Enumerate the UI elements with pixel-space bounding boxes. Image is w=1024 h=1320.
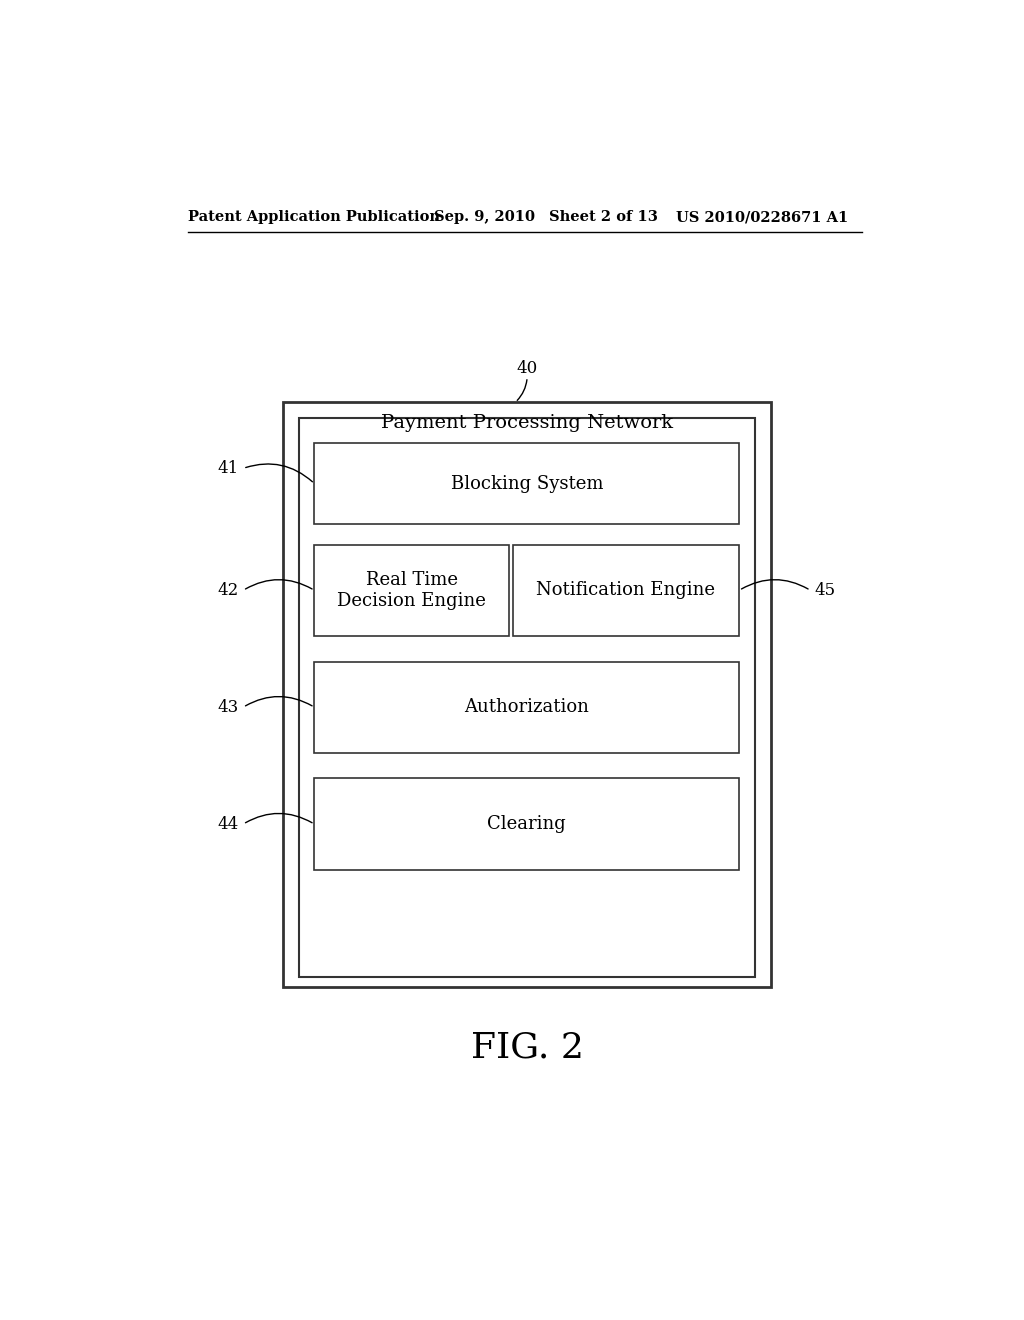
Bar [314,545,509,636]
Bar [513,545,739,636]
Text: Real Time
Decision Engine: Real Time Decision Engine [337,572,486,610]
Text: US 2010/0228671 A1: US 2010/0228671 A1 [676,210,848,224]
Text: Sheet 2 of 13: Sheet 2 of 13 [549,210,657,224]
Text: FIG. 2: FIG. 2 [471,1031,584,1065]
Text: 41: 41 [218,459,240,477]
Bar [283,403,771,987]
Text: Notification Engine: Notification Engine [537,581,716,599]
Text: Patent Application Publication: Patent Application Publication [187,210,439,224]
Text: 43: 43 [218,698,240,715]
Text: 44: 44 [218,816,240,833]
Text: 42: 42 [218,582,240,599]
Text: Sep. 9, 2010: Sep. 9, 2010 [433,210,535,224]
Text: Payment Processing Network: Payment Processing Network [381,413,673,432]
Bar [314,779,739,870]
Bar [314,661,739,752]
Bar [314,444,739,524]
Text: Blocking System: Blocking System [451,475,603,492]
Text: 40: 40 [516,360,538,378]
Text: 45: 45 [814,582,836,599]
Text: Authorization: Authorization [464,698,589,717]
Text: Clearing: Clearing [487,816,566,833]
Bar [299,417,755,977]
